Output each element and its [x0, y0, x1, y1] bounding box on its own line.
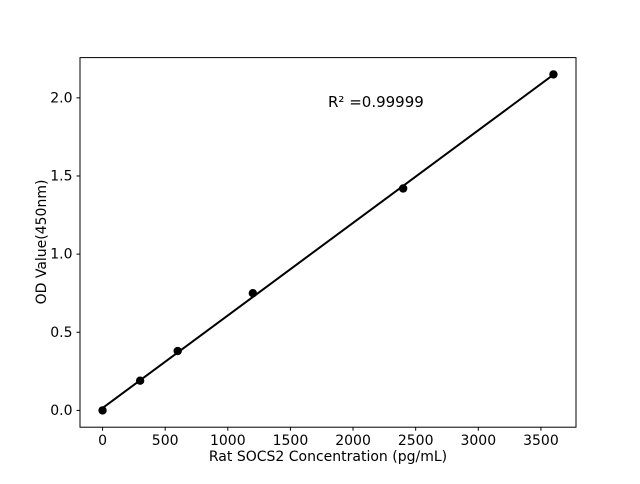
y-tick-label: 1.5 — [50, 168, 72, 184]
y-tick-label: 0.0 — [50, 403, 72, 419]
y-tick-label: 0.5 — [50, 325, 72, 341]
data-point — [248, 288, 258, 298]
fit-line — [101, 73, 555, 409]
x-tick-label: 500 — [152, 433, 179, 449]
y-tick-label: 1.0 — [50, 247, 72, 263]
data-point — [98, 406, 107, 415]
x-tick-label: 2500 — [398, 433, 434, 449]
x-tick-label: 2000 — [335, 433, 371, 449]
x-tick-label: 1500 — [273, 433, 309, 449]
axes-frame — [79, 57, 577, 428]
data-point — [549, 70, 558, 79]
x-tick-label: 3000 — [460, 433, 496, 449]
data-point — [135, 376, 145, 385]
x-axis-label: Rat SOCS2 Concentration (pg/mL) — [209, 449, 447, 465]
y-tick-label: 2.0 — [50, 90, 72, 106]
data-point — [398, 184, 408, 193]
x-tick-label: 0 — [98, 433, 107, 449]
x-tick-label: 3500 — [523, 433, 559, 449]
x-tick-label: 1000 — [210, 433, 246, 449]
y-axis-label: OD Value(450nm) — [34, 180, 50, 305]
r-squared-annotation: R² =0.99999 — [328, 93, 424, 111]
data-point — [173, 346, 182, 356]
